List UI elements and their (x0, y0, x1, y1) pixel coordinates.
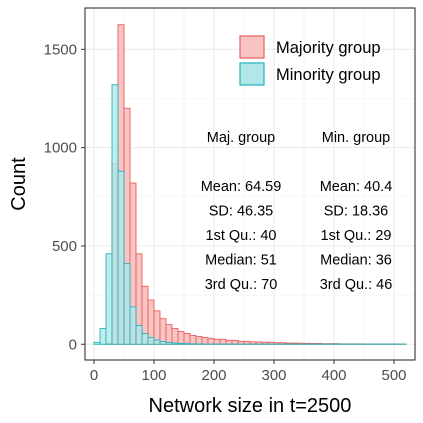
minority-bar (153, 339, 161, 345)
x-tick-label: 500 (381, 367, 406, 384)
majority-bar (195, 335, 203, 345)
y-tick-label: 0 (69, 336, 77, 353)
minority-bar (183, 343, 191, 345)
majority-bar (219, 338, 227, 345)
stats-cell: 1st Qu.: 40 (206, 228, 277, 244)
legend-label-minority: Minority group (276, 66, 381, 84)
x-tick-label: 100 (141, 367, 166, 384)
majority-bar (183, 333, 191, 345)
panel-border (84, 7, 416, 361)
y-axis-title: Count (8, 157, 30, 211)
stats-cell: 3rd Qu.: 70 (205, 277, 278, 293)
stats-cell: Median: 51 (205, 253, 277, 269)
x-tick-label: 200 (201, 367, 226, 384)
majority-bar (213, 338, 221, 345)
majority-bar (207, 337, 215, 345)
minority-bar (135, 325, 143, 345)
legend-key-minority (239, 62, 265, 86)
minority-bar (141, 333, 149, 345)
minority-bar (99, 328, 107, 345)
minority-bar (117, 170, 125, 345)
majority-bar (201, 336, 209, 345)
x-tick-label: 0 (90, 367, 98, 384)
stats-cell: SD: 46.35 (209, 204, 274, 220)
y-tick-label: 1500 (44, 41, 77, 58)
legend-key-majority (239, 35, 265, 59)
majority-bar (189, 334, 197, 345)
stats-column-header: Maj. group (207, 130, 276, 146)
summary-statistics: Maj. group Min. group Mean: 64.59 Mean: 40.… (201, 130, 393, 293)
stats-column-header: Min. group (322, 130, 391, 146)
minority-bar (93, 341, 101, 345)
x-tick-label: 300 (261, 367, 286, 384)
majority-bar (159, 318, 167, 345)
majority-bar (177, 331, 185, 345)
histogram-bars (93, 24, 407, 345)
stats-cell: Mean: 64.59 (201, 179, 282, 195)
minority-bar (177, 343, 185, 345)
axis-ticks: 0 100 200 300 400 500 0 500 1000 1500 (44, 41, 407, 384)
minority-bar (159, 341, 167, 345)
stats-cell: SD: 18.36 (324, 204, 389, 220)
minority-bar (123, 263, 131, 345)
stats-cell: 1st Qu.: 29 (321, 228, 392, 244)
x-axis-title: Network size in t=2500 (149, 395, 352, 417)
minority-bar (111, 84, 119, 345)
x-tick-label: 400 (321, 367, 346, 384)
y-tick-label: 1000 (44, 140, 77, 157)
y-tick-label: 500 (52, 238, 77, 255)
legend: Majority group Minority group (239, 35, 381, 86)
stats-cell: Median: 36 (320, 253, 392, 269)
minority-bar (147, 336, 155, 345)
minority-bar (105, 253, 113, 345)
grid-lines (85, 8, 415, 360)
majority-bar (165, 324, 173, 345)
minority-bar (171, 342, 179, 345)
majority-bar (171, 328, 179, 345)
legend-label-majority: Majority group (276, 39, 381, 57)
minority-bar (165, 342, 173, 345)
stats-cell: Mean: 40.4 (320, 179, 393, 195)
minority-bar (129, 306, 137, 345)
stats-cell: 3rd Qu.: 46 (320, 277, 393, 293)
majority-bar (153, 310, 161, 345)
